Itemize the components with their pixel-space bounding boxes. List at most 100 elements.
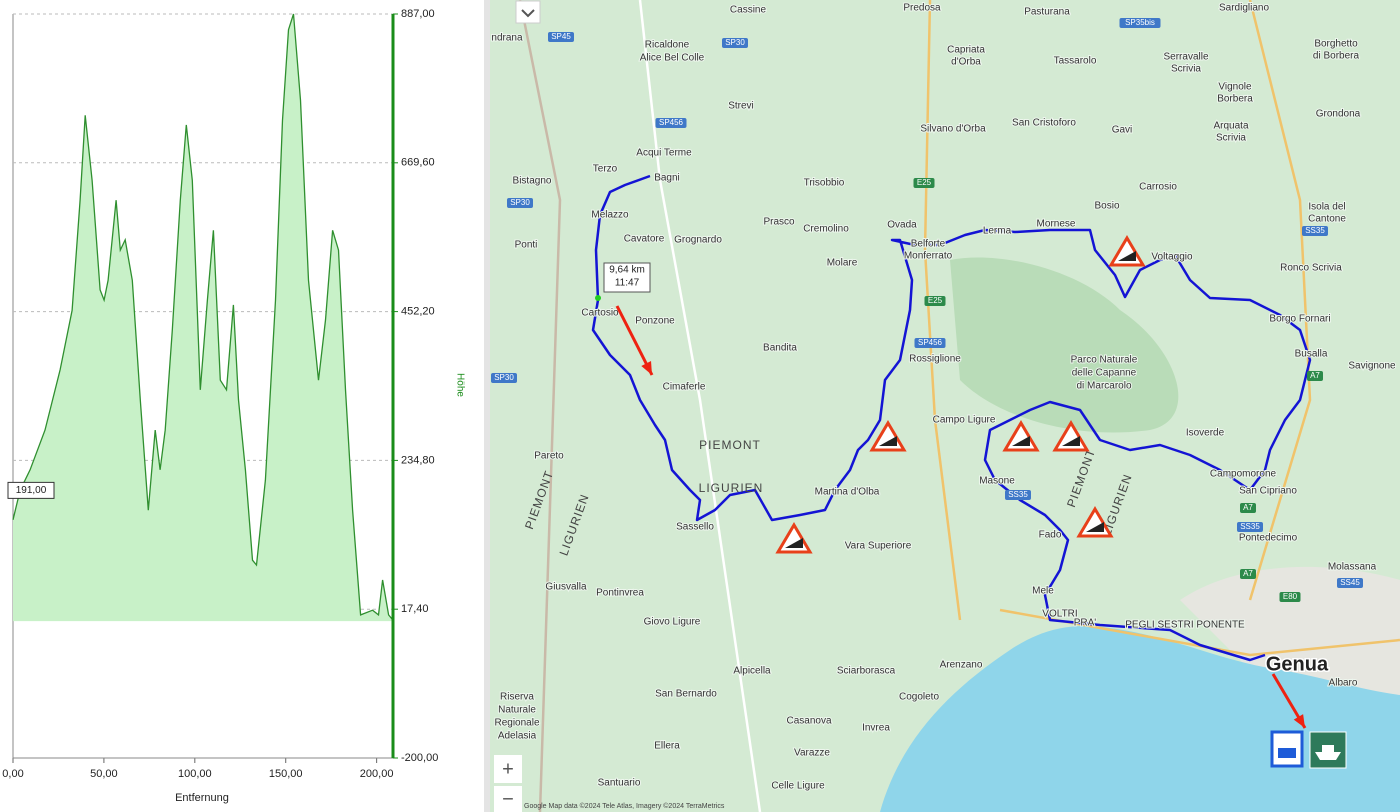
- place-label: Prasco: [763, 217, 795, 228]
- place-label: Arquata: [1213, 121, 1248, 132]
- place-label: Scrivia: [1216, 133, 1246, 144]
- road-badge: [913, 178, 935, 188]
- place-label: Melazzo: [591, 210, 629, 221]
- ferry-ship: [1315, 745, 1341, 760]
- place-label: Giovo Ligure: [644, 617, 701, 628]
- road-label: SP456: [659, 118, 684, 127]
- place-label: Monferrato: [904, 251, 953, 262]
- place-label: Sciarborasca: [837, 666, 896, 677]
- map[interactable]: Cassine Predosa Pasturana Sardigliano ndrana…: [490, 0, 1400, 812]
- red-arrow-head: [1293, 714, 1305, 728]
- y-axis-label: Höhe: [454, 373, 465, 397]
- place-label: Cogoleto: [899, 692, 939, 703]
- place-label: San Cristoforo: [1012, 118, 1076, 129]
- region-label: PIEMONT: [699, 438, 761, 452]
- road: [923, 0, 962, 621]
- route: [591, 174, 1312, 662]
- road-badge: [548, 32, 574, 42]
- place-label: Riserva: [500, 692, 534, 703]
- place-label: Borgo Fornari: [1269, 314, 1330, 325]
- sea: [880, 626, 1400, 812]
- place-label: Acqui Terme: [636, 148, 692, 159]
- place-label: Isoverde: [1186, 428, 1225, 439]
- place-label: Voltaggio: [1151, 252, 1193, 263]
- place-label: Mele: [1032, 586, 1054, 597]
- place-label: delle Capanne: [1072, 368, 1137, 379]
- place-label: Grondona: [1316, 109, 1361, 120]
- road-badge: [491, 373, 517, 383]
- splitter[interactable]: [484, 0, 490, 812]
- x-axis-label: Entfernung: [175, 792, 229, 804]
- x-tick-label: 50,00: [90, 768, 118, 780]
- hazard-slope: [879, 436, 897, 446]
- place-label: Santuario: [598, 778, 641, 789]
- place-label: Cremolino: [803, 224, 849, 235]
- place-label: Cavatore: [624, 234, 665, 245]
- zoom-out-button[interactable]: [494, 786, 522, 812]
- hazard-slope: [1062, 436, 1080, 446]
- place-label: Giusvalla: [545, 582, 587, 593]
- x-tick-label: 0,00: [2, 768, 23, 780]
- road-badge: [1240, 503, 1256, 513]
- port-icon-inner: [1278, 748, 1296, 758]
- place-label: Alpicella: [733, 666, 771, 677]
- place-label: Ponzone: [635, 316, 675, 327]
- y-tick-label: 887,00: [401, 8, 435, 20]
- hazard-slope: [1012, 436, 1030, 446]
- place-label: Pontedecimo: [1239, 533, 1298, 544]
- place-label: Molassana: [1328, 562, 1377, 573]
- city-area: [1180, 566, 1400, 700]
- place-label: Savignone: [1348, 361, 1396, 372]
- place-label: Sardigliano: [1219, 3, 1269, 14]
- y-tick-label: 234,80: [401, 454, 435, 466]
- place-label: Belforte: [911, 239, 946, 250]
- place-label: Naturale: [498, 705, 536, 716]
- place-label: Predosa: [903, 3, 941, 14]
- tooltip-distance: 9,64 km: [609, 265, 645, 276]
- y-tick-label: 669,60: [401, 157, 435, 169]
- zoom-out-label: −: [502, 788, 514, 810]
- place-label: Rossiglione: [909, 354, 961, 365]
- road-label: SP30: [725, 38, 745, 47]
- road-badge: [722, 38, 748, 48]
- place-label: Mornese: [1037, 219, 1076, 230]
- road-label: SS35: [1305, 226, 1325, 235]
- place-label: Borghetto: [1314, 39, 1358, 50]
- road-label: E25: [917, 178, 932, 187]
- place-label: Strevi: [728, 101, 754, 112]
- road-label: A7: [1243, 503, 1253, 512]
- place-label: Serravalle: [1163, 52, 1208, 63]
- area-line: [12, 13, 394, 621]
- place-label: Silvano d'Orba: [920, 124, 986, 135]
- region-label: LIGURIEN: [699, 481, 764, 495]
- zoom-in-button[interactable]: [494, 755, 522, 783]
- road-badge: [1237, 522, 1263, 532]
- map-layer: Cassine Predosa Pasturana Sardigliano ndrana…: [490, 0, 1400, 812]
- place-label: Bagni: [654, 173, 680, 184]
- road-label: A7: [1243, 569, 1253, 578]
- place-label: Celle Ligure: [771, 781, 825, 792]
- place-label: Campo Ligure: [933, 415, 996, 426]
- road-label: E25: [928, 296, 943, 305]
- place-label: Alice Bel Colle: [640, 53, 705, 64]
- hazard-slope: [785, 538, 803, 548]
- road-badge: [1279, 592, 1301, 602]
- tooltip-time: 11:47: [615, 278, 640, 289]
- place-label: d'Orba: [951, 57, 981, 68]
- place-label: Grognardo: [674, 235, 722, 246]
- place-label: Varazze: [794, 748, 830, 759]
- place-label: Campomorone: [1210, 469, 1277, 480]
- place-label: Gavi: [1112, 125, 1133, 136]
- place-label: San Cipriano: [1239, 486, 1297, 497]
- place-label: PRA': [1074, 618, 1097, 629]
- road-label: SP456: [918, 338, 943, 347]
- road-badge: [1005, 490, 1031, 500]
- x-tick-label: 200,00: [360, 768, 394, 780]
- place-label: Sassello: [676, 522, 714, 533]
- place-label: Trisobbio: [804, 178, 845, 189]
- layer-dropdown[interactable]: [515, 0, 541, 24]
- red-arrow-head: [641, 361, 652, 375]
- place-label: Regionale: [494, 718, 539, 729]
- place-label: Ricaldone: [645, 40, 690, 51]
- place-label: Carrosio: [1139, 182, 1177, 193]
